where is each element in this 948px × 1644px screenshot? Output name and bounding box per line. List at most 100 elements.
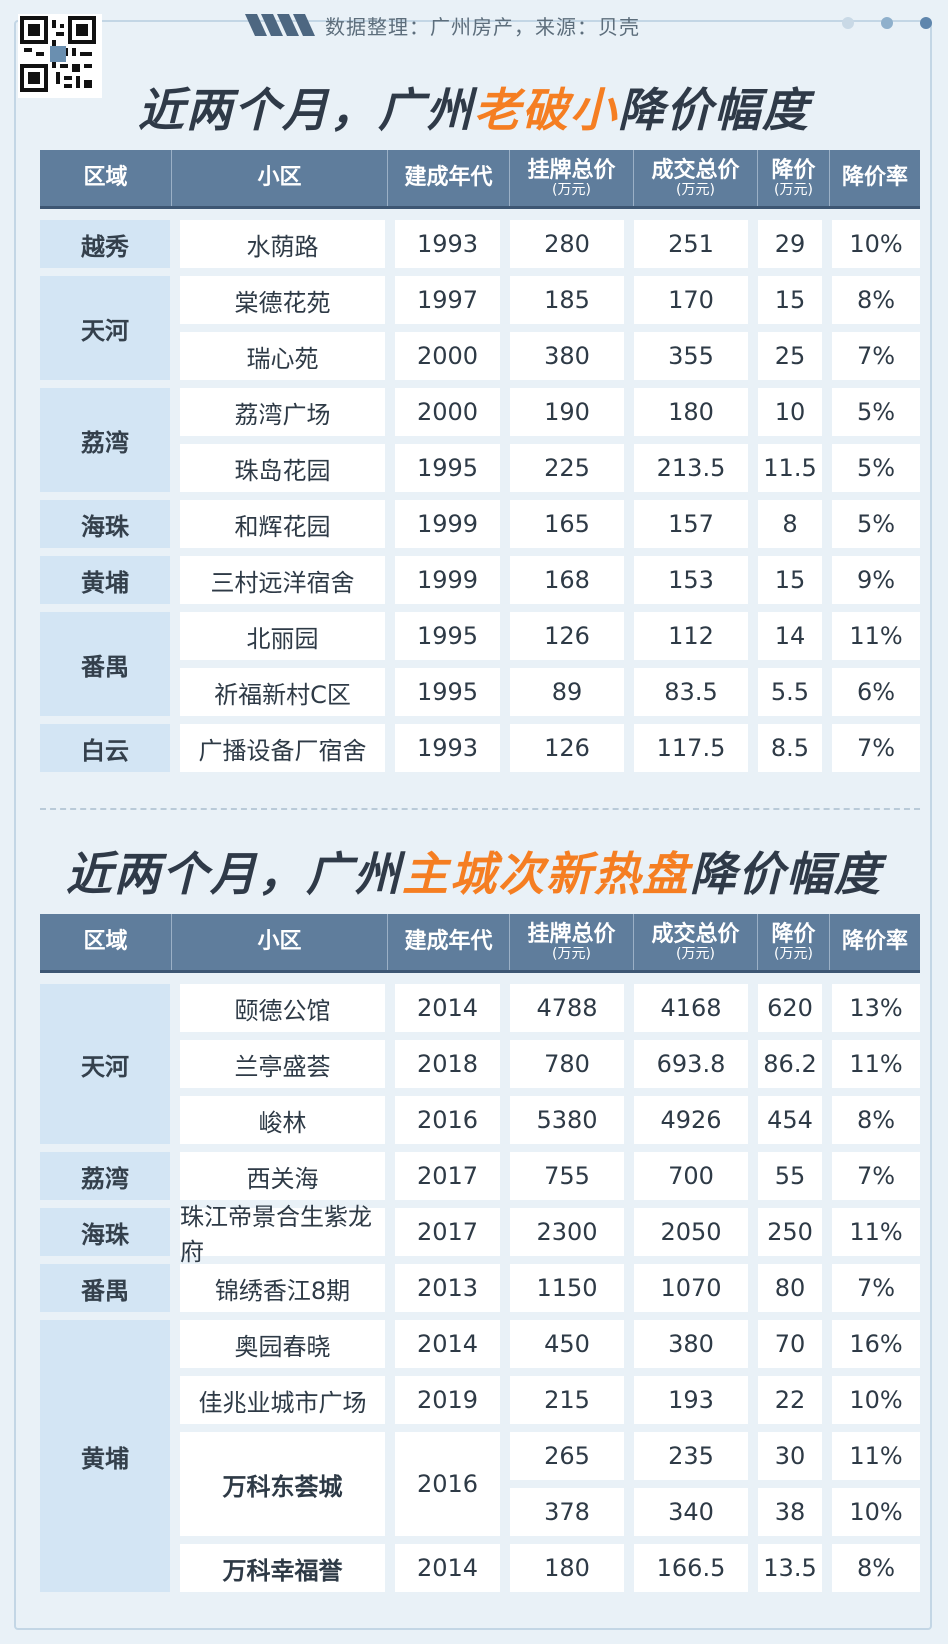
deal-price-cell: 235	[634, 1432, 748, 1480]
deal-price-cell: 153	[634, 556, 748, 604]
drop-cell: 29	[758, 220, 822, 268]
region-cell: 白云	[40, 724, 170, 772]
community-cell: 北丽园	[180, 612, 385, 660]
drop-cell: 10	[758, 388, 822, 436]
year-cell: 1995	[395, 668, 500, 716]
list-price-cell: 185	[510, 276, 624, 324]
drop-rate-cell: 10%	[832, 220, 920, 268]
header-col-drop-rate: 降价率	[830, 150, 920, 206]
drop-cell: 15	[758, 556, 822, 604]
header-label: 降价率	[841, 929, 908, 954]
list-price-cell: 1150	[510, 1264, 624, 1312]
header-col-deal-price: 成交总价 (万元)	[634, 150, 758, 206]
drop-rate-cell: 7%	[832, 724, 920, 772]
header-label: 降价率	[841, 165, 908, 190]
deal-price-cell: 1070	[634, 1264, 748, 1312]
community-cell: 棠德花苑	[180, 276, 385, 324]
year-cell: 2017	[395, 1152, 500, 1200]
year-cell: 1993	[395, 724, 500, 772]
list-price-cell: 378	[510, 1488, 624, 1536]
deal-price-cell: 170	[634, 276, 748, 324]
header-unit: (万元)	[774, 182, 813, 198]
community-cell: 西关海	[180, 1152, 385, 1200]
header-col-region: 区域	[40, 914, 172, 970]
header-label: 挂牌总价	[527, 922, 616, 947]
dot-icon	[841, 17, 854, 29]
drop-rate-cell: 16%	[832, 1320, 920, 1368]
qr-code	[18, 14, 102, 98]
deal-price-cell: 213.5	[634, 444, 748, 492]
dot-icon	[920, 17, 932, 29]
community-cell: 祈福新村C区	[180, 668, 385, 716]
list-price-cell: 2300	[510, 1208, 624, 1256]
dots-decoration	[820, 14, 932, 33]
drop-rate-cell: 11%	[832, 1432, 920, 1480]
deal-price-cell: 193	[634, 1376, 748, 1424]
drop-rate-cell: 11%	[832, 612, 920, 660]
drop-cell: 8	[758, 500, 822, 548]
region-cell: 海珠	[40, 1208, 170, 1256]
header-label: 小区	[257, 165, 302, 190]
deal-price-cell: 2050	[634, 1208, 748, 1256]
header-col-list-price: 挂牌总价 (万元)	[510, 150, 634, 206]
header-unit: (万元)	[676, 946, 715, 962]
table2-title-pre: 近两个月，广州	[66, 847, 402, 901]
drop-rate-cell: 7%	[832, 1152, 920, 1200]
community-cell: 兰亭盛荟	[180, 1040, 385, 1088]
header-unit: (万元)	[552, 182, 591, 198]
year-cell: 2014	[395, 1544, 500, 1592]
deal-price-cell: 693.8	[634, 1040, 748, 1088]
drop-rate-cell: 11%	[832, 1040, 920, 1088]
year-cell: 1997	[395, 276, 500, 324]
header-label: 区域	[83, 165, 128, 190]
region-cell: 天河	[40, 276, 170, 380]
region-cell: 番禺	[40, 1264, 170, 1312]
deal-price-cell: 157	[634, 500, 748, 548]
community-cell: 三村远洋宿舍	[180, 556, 385, 604]
community-cell: 广播设备厂宿舍	[180, 724, 385, 772]
header-label: 降价	[771, 922, 816, 947]
region-cell: 海珠	[40, 500, 170, 548]
header-label: 挂牌总价	[527, 158, 616, 183]
region-cell: 黄埔	[40, 1320, 170, 1592]
drop-cell: 70	[758, 1320, 822, 1368]
community-cell: 和辉花园	[180, 500, 385, 548]
deal-price-cell: 380	[634, 1320, 748, 1368]
list-price-cell: 380	[510, 332, 624, 380]
table2-title-highlight: 主城次新热盘	[402, 847, 690, 901]
year-cell: 2016	[395, 1096, 500, 1144]
header-label: 降价	[771, 158, 816, 183]
drop-rate-cell: 13%	[832, 984, 920, 1032]
year-cell: 1999	[395, 556, 500, 604]
header-col-year: 建成年代	[388, 150, 510, 206]
year-cell: 1993	[395, 220, 500, 268]
region-cell: 荔湾	[40, 1152, 170, 1200]
list-price-cell: 126	[510, 724, 624, 772]
drop-cell: 250	[758, 1208, 822, 1256]
header-label: 成交总价	[651, 922, 740, 947]
drop-rate-cell: 8%	[832, 1544, 920, 1592]
year-cell: 2000	[395, 332, 500, 380]
table1-title: 近两个月，广州老破小降价幅度	[0, 74, 948, 140]
list-price-cell: 126	[510, 612, 624, 660]
drop-rate-cell: 7%	[832, 332, 920, 380]
drop-rate-cell: 10%	[832, 1488, 920, 1536]
year-cell: 1995	[395, 612, 500, 660]
drop-rate-cell: 6%	[832, 668, 920, 716]
deal-price-cell: 340	[634, 1488, 748, 1536]
drop-cell: 86.2	[758, 1040, 822, 1088]
section-divider	[40, 808, 920, 810]
year-cell: 2013	[395, 1264, 500, 1312]
header-col-community: 小区	[172, 914, 388, 970]
header-col-region: 区域	[40, 150, 172, 206]
drop-cell: 38	[758, 1488, 822, 1536]
drop-cell: 11.5	[758, 444, 822, 492]
header-col-year: 建成年代	[388, 914, 510, 970]
drop-cell: 5.5	[758, 668, 822, 716]
year-cell: 2019	[395, 1376, 500, 1424]
dot-icon	[880, 17, 893, 29]
header-col-drop: 降价 (万元)	[758, 150, 830, 206]
list-price-cell: 5380	[510, 1096, 624, 1144]
table1-title-pre: 近两个月，广州	[138, 83, 474, 137]
drop-rate-cell: 8%	[832, 1096, 920, 1144]
